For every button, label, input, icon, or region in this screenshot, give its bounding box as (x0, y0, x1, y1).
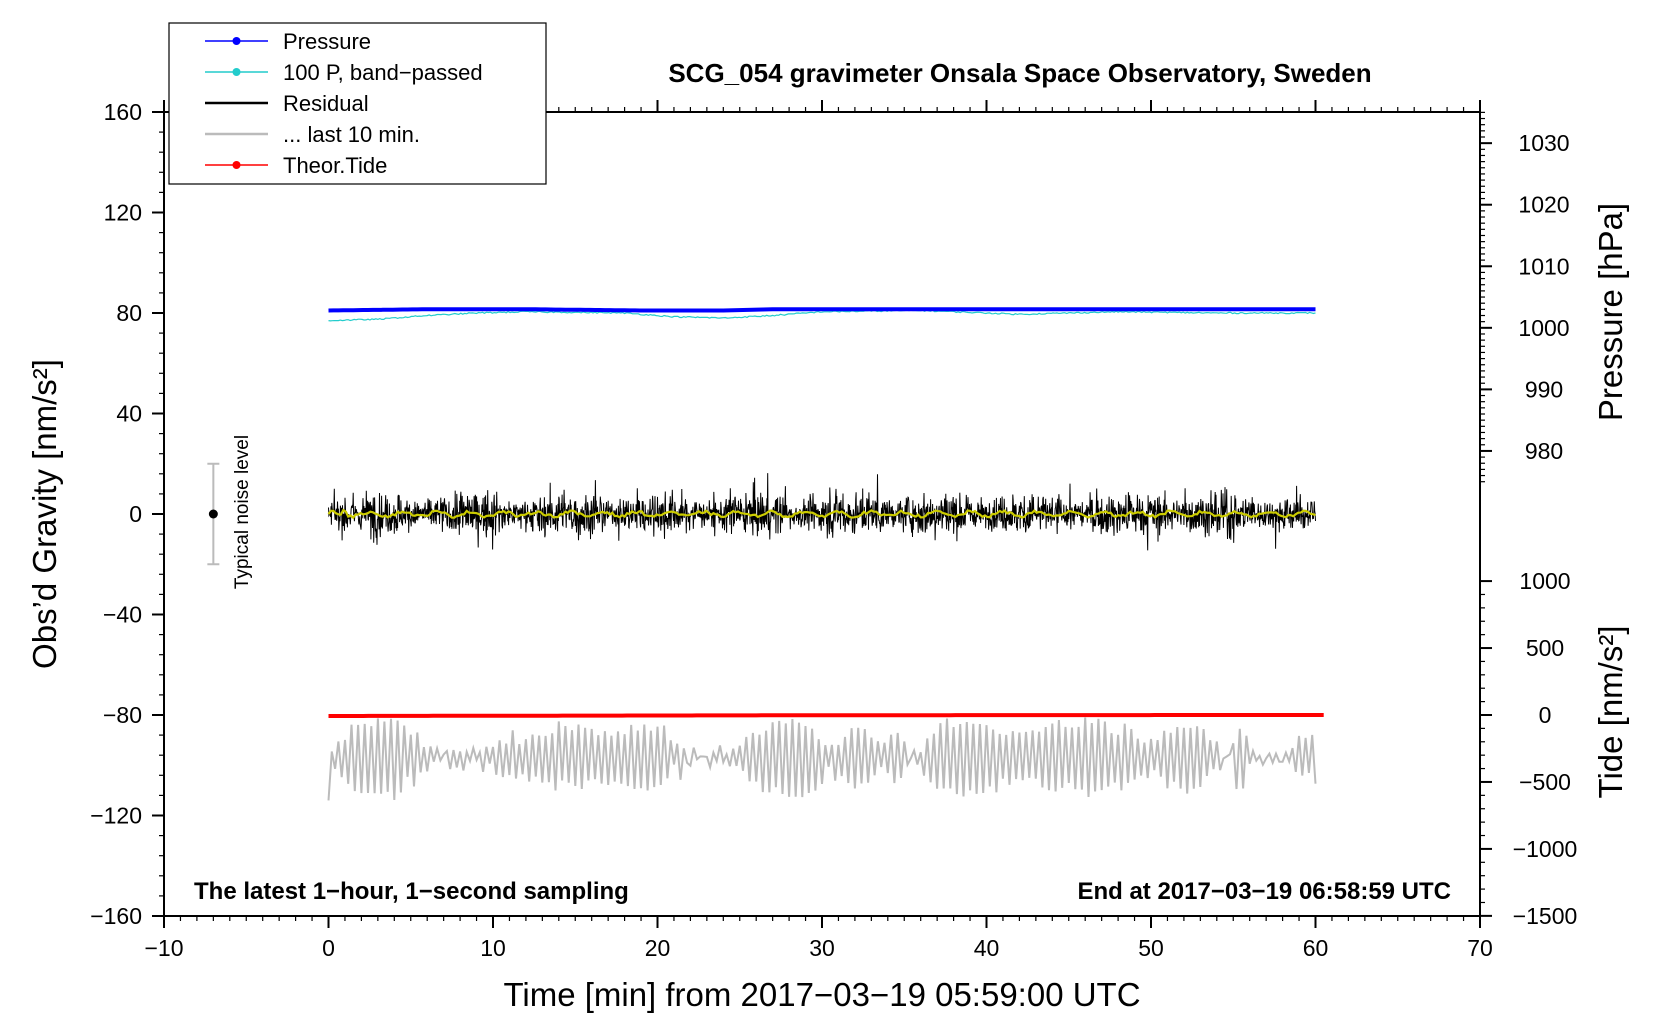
y-axis-title-left: Obs’d Gravity [nm/s²] (26, 359, 63, 669)
series-layer (327, 307, 1324, 801)
y-axis-title-pressure: Pressure [hPa] (1592, 203, 1629, 421)
legend-marker-100-p-band-passed (232, 68, 241, 76)
x-tick-label: 0 (322, 935, 335, 961)
legend: Pressure 100 P, band−passed Residual ... la… (168, 22, 547, 185)
noise-label: Typical noise level (232, 435, 253, 589)
legend-label-residual: Residual (283, 91, 369, 116)
tide-tick-label: 1000 (1519, 568, 1570, 594)
series-pressure-bandpassed (328, 309, 1316, 322)
legend-marker-pressure (232, 37, 241, 45)
x-tick-label: 50 (1138, 935, 1164, 961)
series-residual (328, 473, 1316, 551)
series-last-10-min (327, 717, 1317, 801)
y-tick-label: −80 (103, 702, 142, 728)
y-tick-label: 160 (104, 99, 142, 125)
x-tick-label: 60 (1303, 935, 1329, 961)
annotation-left: The latest 1−hour, 1−second sampling (194, 878, 629, 905)
series-residual-smoothed (327, 508, 1316, 520)
x-tick-label: −10 (144, 935, 183, 961)
noise-point (208, 509, 218, 519)
noise-indicator: Typical noise level (207, 435, 253, 589)
legend-label-last-10-min: ... last 10 min. (283, 122, 420, 147)
x-tick-label: 40 (974, 935, 1000, 961)
legend-label-100-p-band-passed: 100 P, band−passed (283, 60, 483, 85)
x-tick-label: 10 (480, 935, 506, 961)
pressure-tick-label: 1010 (1518, 253, 1569, 279)
tide-tick-label: −1000 (1513, 836, 1578, 862)
x-tick-label: 20 (645, 935, 671, 961)
y-tick-label: 80 (116, 300, 142, 326)
y-tick-label: −40 (103, 602, 142, 628)
tick-labels: −10 0 10 20 30 40 50 60 70−160−120−80−4004080120… (90, 99, 1577, 961)
pressure-tick-label: 1030 (1518, 130, 1569, 156)
series-pressure (328, 307, 1316, 313)
tide-tick-label: 0 (1539, 702, 1552, 728)
y-tick-label: 40 (116, 401, 142, 427)
pressure-tick-label: 980 (1525, 438, 1563, 464)
tide-tick-label: 500 (1526, 635, 1564, 661)
legend-marker-theor-tide (232, 161, 241, 169)
pressure-tick-label: 1020 (1518, 192, 1569, 218)
x-tick-label: 30 (809, 935, 835, 961)
y-axis-title-tide: Tide [nm/s²] (1592, 626, 1629, 799)
tick-marks (152, 100, 1492, 928)
y-tick-label: −120 (90, 803, 142, 829)
annotation-right: End at 2017−03−19 06:58:59 UTC (1077, 878, 1451, 905)
legend-label-theor-tide: Theor.Tide (283, 153, 387, 178)
chart-title: SCG_054 gravimeter Onsala Space Observat… (668, 58, 1371, 88)
tide-tick-label: −500 (1519, 769, 1571, 795)
y-tick-label: −160 (90, 903, 142, 929)
pressure-tick-label: 990 (1525, 376, 1563, 402)
x-axis-title: Time [min] from 2017−03−19 05:59:00 UTC (503, 976, 1140, 1013)
pressure-tick-label: 1000 (1518, 315, 1569, 341)
series-theor-tide (328, 713, 1324, 718)
tide-tick-label: −1500 (1513, 903, 1578, 929)
y-tick-label: 120 (104, 200, 142, 226)
x-tick-label: 70 (1467, 935, 1493, 961)
y-tick-label: 0 (129, 501, 142, 527)
legend-label-pressure: Pressure (283, 29, 371, 54)
